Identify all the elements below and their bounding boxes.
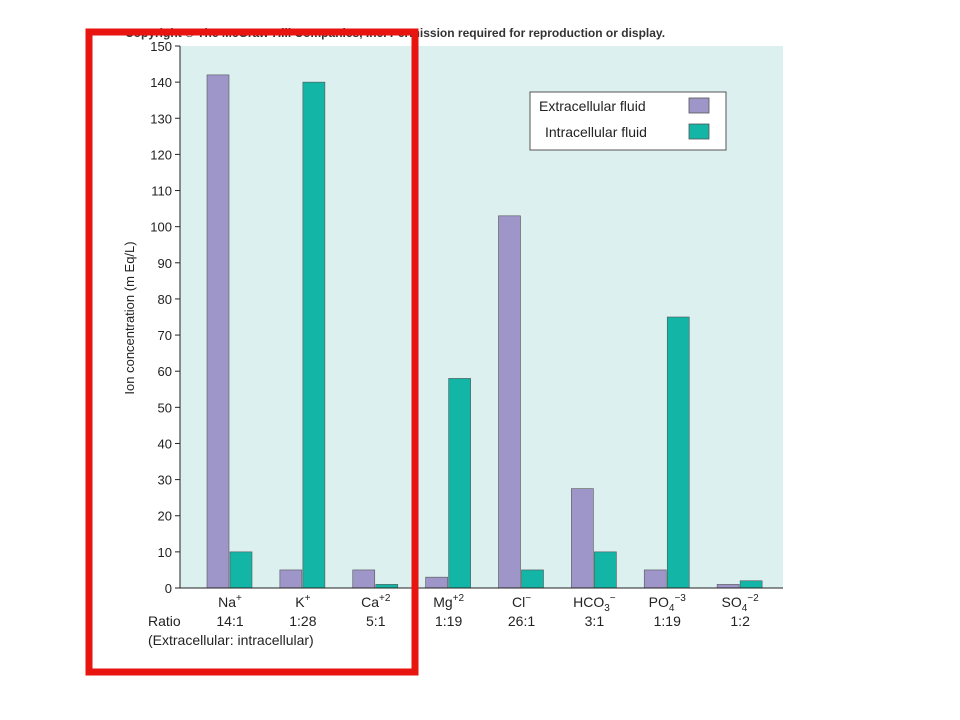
y-tick-label: 50: [158, 400, 172, 415]
category-label: Na+: [218, 593, 242, 610]
legend-swatch-intracellular: [688, 123, 710, 140]
ratio-value: 1:19: [435, 613, 462, 629]
bar-intracellular: [302, 81, 326, 589]
legend-label-extracellular: Extracellular fluid: [539, 98, 646, 114]
ratio-label: Ratio: [148, 613, 181, 629]
y-tick-label: 70: [158, 328, 172, 343]
ratio-value: 5:1: [366, 613, 386, 629]
y-tick-label: 130: [150, 111, 172, 126]
category-label: K+: [295, 593, 310, 610]
bar-extracellular: [571, 488, 594, 589]
category-label: SO4−2: [722, 593, 760, 614]
y-tick-label: 0: [165, 581, 172, 596]
legend-swatch-extracellular: [688, 97, 710, 114]
y-tick-label: 40: [158, 436, 172, 451]
ratio-value: 14:1: [216, 613, 243, 629]
bar-intracellular: [594, 551, 617, 589]
ratio-value: 26:1: [508, 613, 535, 629]
bar-extracellular: [716, 584, 740, 589]
y-tick-label: 60: [158, 364, 172, 379]
y-tick-label: 140: [150, 75, 172, 90]
y-tick-label: 30: [158, 473, 172, 488]
y-tick-label: 100: [150, 220, 172, 235]
y-tick-label: 150: [150, 39, 172, 54]
category-label: HCO3−: [573, 593, 616, 614]
category-label: Cl−: [512, 593, 531, 610]
y-tick-label: 10: [158, 545, 172, 560]
bar-extracellular: [352, 569, 376, 589]
highlight-box: [85, 28, 419, 676]
legend-label-intracellular: Intracellular fluid: [545, 124, 647, 140]
ratio-value: 3:1: [585, 613, 605, 629]
bar-intracellular: [229, 551, 253, 589]
ratio-value: 1:28: [289, 613, 316, 629]
y-tick-label: 80: [158, 292, 172, 307]
category-label: PO4−3: [649, 593, 687, 614]
ratio-note: (Extracellular: intracellular): [148, 632, 314, 648]
bar-extracellular: [206, 74, 230, 589]
bar-intracellular: [739, 580, 763, 589]
legend: Extracellular fluid Intracellular fluid: [529, 91, 727, 151]
y-tick-label: 120: [150, 147, 172, 162]
bars: [206, 74, 763, 589]
bar-intracellular: [375, 584, 399, 589]
y-tick-label: 90: [158, 256, 172, 271]
bar-intracellular: [448, 378, 471, 589]
category-labels: Na+ 14:1 K+ 1:28 Ca+2 5:1 Mg+2 1:19 Cl− 26:1 HCO3−…: [216, 593, 759, 629]
y-axis-label: Ion concentration (m Eq/L): [122, 241, 137, 394]
y-axis: 0 10 20 30 40 50 60 70 80 90 100 110 120 130 140 150: [150, 39, 783, 596]
y-tick-label: 110: [151, 184, 172, 199]
ratio-value: 1:19: [654, 613, 681, 629]
bar-extracellular: [425, 576, 448, 589]
bar-extracellular: [279, 569, 303, 589]
bar-extracellular: [498, 215, 521, 589]
ratio-value: 1:2: [730, 613, 750, 629]
y-tick-label: 20: [158, 509, 172, 524]
category-label: Ca+2: [361, 593, 391, 610]
bar-extracellular: [643, 569, 667, 589]
bar-intracellular: [521, 569, 544, 589]
category-label: Mg+2: [433, 593, 464, 610]
bar-intracellular: [666, 316, 690, 589]
